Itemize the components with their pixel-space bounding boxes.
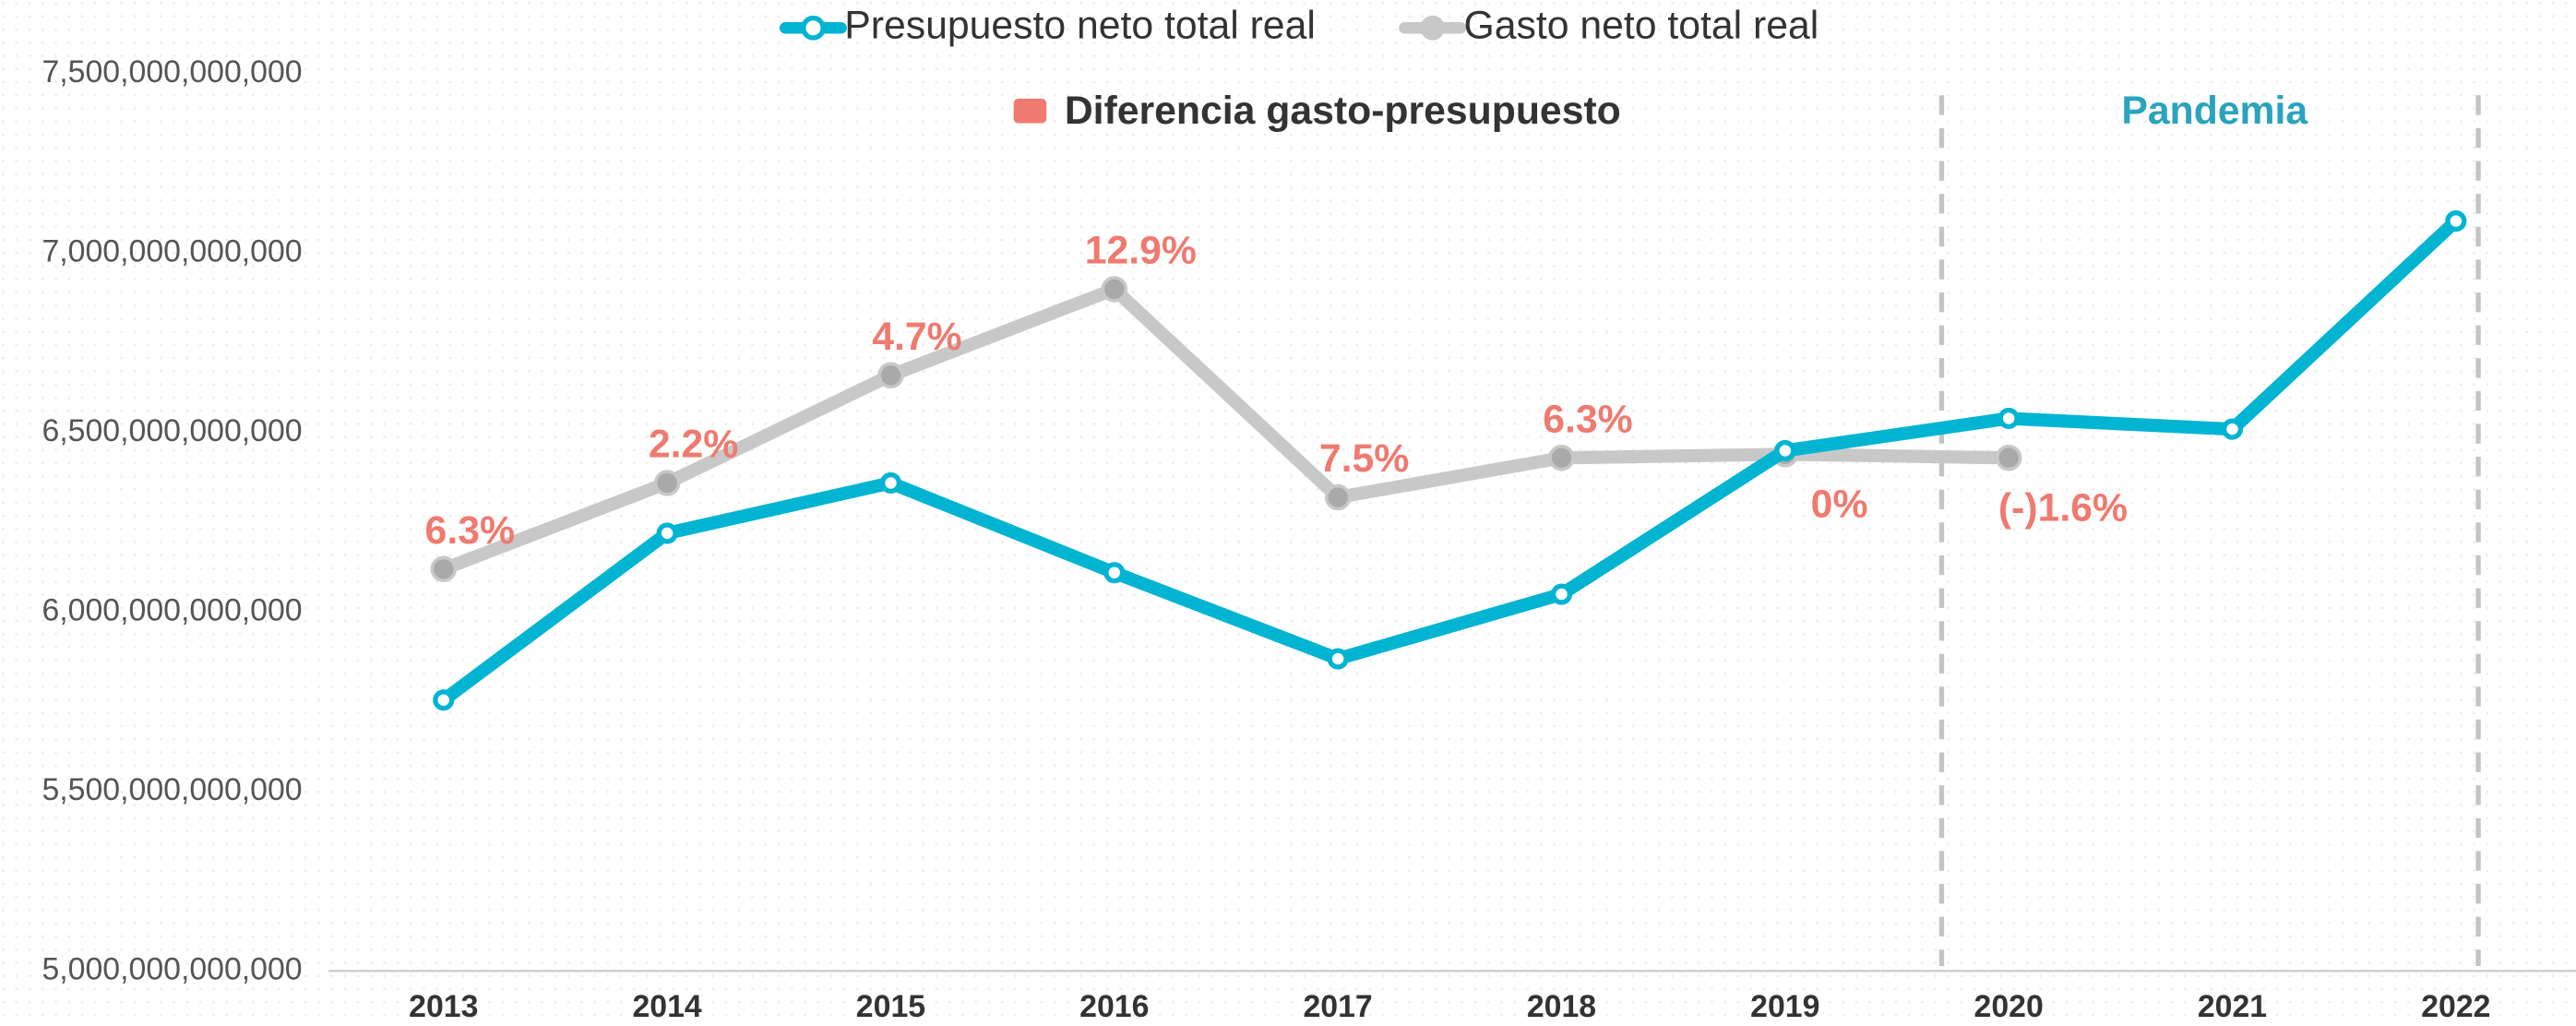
x-tick-label: 2017 xyxy=(1303,989,1372,1024)
point-marker xyxy=(653,470,681,496)
legend-swatch xyxy=(1013,98,1047,124)
x-tick-label: 2013 xyxy=(409,989,478,1024)
point-marker xyxy=(1774,439,1796,462)
point-marker xyxy=(879,471,902,495)
point-marker xyxy=(656,522,678,544)
point-marker xyxy=(1995,444,2022,471)
point-marker xyxy=(1327,648,1349,670)
x-tick-label: 2014 xyxy=(632,989,701,1024)
difference-label: 7.5% xyxy=(1319,436,1409,481)
difference-label: 0% xyxy=(1811,483,1868,527)
point-marker xyxy=(877,362,904,389)
y-tick-label: 6,500,000,000,000 xyxy=(42,413,302,448)
point-marker xyxy=(1101,276,1128,303)
difference-label: 12.9% xyxy=(1085,229,1197,273)
x-tick-label: 2018 xyxy=(1527,989,1596,1024)
point-marker xyxy=(430,555,458,583)
y-tick-label: 5,500,000,000,000 xyxy=(42,772,302,807)
x-tick-label: 2020 xyxy=(1974,989,2044,1024)
point-marker xyxy=(1550,583,1573,605)
series-line xyxy=(439,216,2461,706)
point-marker xyxy=(433,689,455,711)
point-marker xyxy=(1324,483,1352,511)
pandemic-label: Pandemia xyxy=(2121,89,2308,133)
x-tick-label: 2021 xyxy=(2198,989,2267,1024)
y-tick-label: 7,000,000,000,000 xyxy=(42,234,302,269)
y-tick-label: 6,000,000,000,000 xyxy=(42,592,302,627)
legend-marker xyxy=(801,15,826,41)
difference-label: (-)1.6% xyxy=(1998,485,2128,530)
legend-label: Presupuesto neto total real xyxy=(844,4,1316,48)
point-marker xyxy=(1998,407,2020,430)
point-marker xyxy=(2445,210,2467,233)
point-marker xyxy=(1548,444,1575,471)
x-tick-label: 2015 xyxy=(856,989,925,1024)
y-tick-label: 7,500,000,000,000 xyxy=(42,54,302,89)
difference-label: 4.7% xyxy=(872,315,961,359)
legend-label: Gasto neto total real xyxy=(1464,4,1819,48)
legend-marker xyxy=(1420,15,1446,41)
difference-label: 6.3% xyxy=(425,508,515,553)
point-marker xyxy=(1103,562,1126,584)
y-tick-label: 5,000,000,000,000 xyxy=(42,951,302,986)
x-tick-label: 2019 xyxy=(1750,989,1819,1024)
difference-label: 6.3% xyxy=(1543,397,1632,441)
point-marker xyxy=(2221,418,2244,440)
difference-label: 2.2% xyxy=(649,423,738,467)
x-tick-label: 2016 xyxy=(1079,989,1149,1024)
series-line xyxy=(441,282,2010,576)
legend-label: Diferencia gasto-presupuesto xyxy=(1065,89,1621,133)
x-tick-label: 2022 xyxy=(2421,989,2490,1024)
